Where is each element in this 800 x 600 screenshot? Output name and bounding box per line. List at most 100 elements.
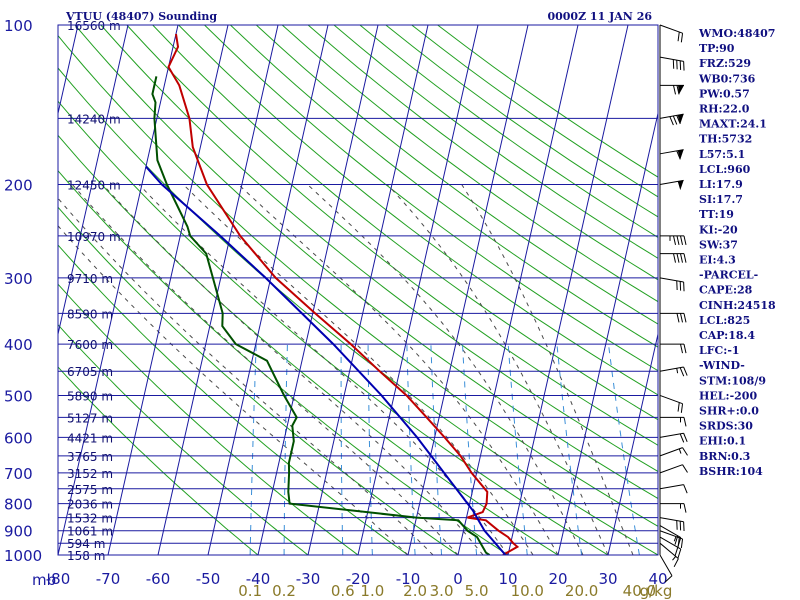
index-entry: KI:-20 (699, 223, 738, 236)
wind-barb-staff (659, 113, 684, 119)
wind-barb (660, 416, 687, 427)
wind-barb-flag (683, 417, 687, 427)
altitude-label: 5127 m (67, 411, 113, 425)
isotherm (157, 25, 279, 555)
wind-barb (659, 536, 682, 558)
wind-barb-staff (659, 525, 682, 539)
wind-barb-flag (664, 575, 673, 583)
wind-barb-flag (677, 537, 682, 547)
temperature-tick-label: -30 (296, 570, 321, 588)
chart-date: 0000Z 11 JAN 26 (547, 10, 652, 23)
wind-barb (659, 517, 685, 531)
wind-barb-staff (659, 366, 684, 372)
index-entry: WB0:736 (698, 72, 756, 85)
mixing-ratio-unit: g/kg (640, 582, 673, 600)
series-dewpoint (151, 76, 491, 555)
wind-barb-staff (659, 536, 682, 550)
wind-barb-flag (683, 366, 688, 376)
wind-barb-flag (673, 253, 676, 263)
wind-barb-pennant (677, 180, 684, 191)
index-entry: BRN:0.3 (699, 450, 750, 463)
wind-barb (659, 24, 684, 43)
mixing-ratio-label: 20.0 (565, 582, 598, 600)
chart-title: VTUU (48407) Sounding (65, 10, 217, 23)
temperature-tick-label: 40 (648, 570, 667, 588)
wind-barb-staff (659, 517, 684, 523)
temperature-tick-label: 10 (498, 570, 517, 588)
wind-barb-flag (680, 235, 683, 246)
isotherm (407, 25, 529, 555)
isotherm (457, 25, 579, 555)
index-entry: LCL:960 (699, 163, 751, 176)
temperature-tick-label: 0 (453, 570, 463, 588)
altitude-label: 4421 m (67, 431, 113, 445)
mixing-ratio-label: 3.0 (430, 582, 454, 600)
wind-barb (659, 113, 684, 126)
index-entry: HEL:-200 (699, 389, 757, 402)
index-entry: PW:0.57 (699, 87, 750, 100)
wind-barb-staff (659, 394, 683, 405)
isotherm (507, 25, 629, 555)
mixing-ratio-label: 0.6 (331, 582, 355, 600)
wind-barb-flag (680, 403, 684, 413)
wind-barb-staff (659, 432, 684, 438)
wind-barb-pennant (677, 114, 684, 124)
wind-barb-flag (679, 433, 685, 443)
wind-barb-flag (676, 313, 680, 323)
wind-barb-half-flag (673, 536, 677, 542)
index-entry: TT:19 (699, 208, 734, 221)
wind-barb (659, 366, 688, 377)
altitude-label: 158 m (67, 549, 105, 563)
wind-barb-flag (676, 235, 680, 246)
indices-panel: WMO:48407 TP:90 FRZ:529 WB0:736 PW:0.57 RH:22… (698, 27, 776, 478)
wind-barb (660, 235, 687, 246)
wind-barb-staff (659, 484, 684, 490)
wind-barb-flag (679, 367, 685, 377)
pressure-tick-label: 200 (4, 177, 33, 195)
series-parcel (145, 165, 507, 555)
wind-barb (659, 432, 688, 443)
index-entry: LFC:-1 (699, 344, 740, 357)
wind-barb-flag (683, 235, 687, 246)
isotherm (58, 25, 179, 555)
altitude-label: 14240 m (67, 112, 121, 126)
isotherm (357, 25, 479, 555)
wind-barb-flag (673, 235, 676, 246)
index-entry: SW:37 (699, 238, 738, 251)
index-entry: LCL:825 (699, 314, 750, 327)
wind-barb-flag (683, 433, 688, 442)
index-entry: BSHR:104 (699, 465, 763, 478)
plot-frame (57, 24, 659, 556)
wind-barb-column (659, 24, 688, 583)
pressure-tick-label: 500 (4, 387, 33, 405)
wind-barb (659, 149, 684, 160)
wind-barb-pennant (678, 85, 684, 95)
temperature-tick-label: -10 (396, 570, 421, 588)
temperature-tick-label: -80 (46, 570, 71, 588)
altitude-label: 10970 m (67, 230, 121, 244)
index-entry: CINH:24518 (699, 299, 776, 312)
mixing-ratio-label: 1.0 (360, 582, 384, 600)
isotherms (58, 25, 658, 555)
wind-barb-flag (683, 503, 687, 513)
temperature-tick-label: -50 (196, 570, 221, 588)
wind-barb-flag (683, 484, 688, 494)
index-entry: MAXT:24.1 (699, 118, 767, 131)
wind-barb-flag (680, 33, 684, 43)
altitude-label: 2036 m (67, 498, 113, 512)
wind-barb-staff (659, 56, 684, 62)
pressure-tick-label: 100 (4, 17, 33, 35)
isotherm (307, 25, 429, 555)
index-entry: CAPE:28 (699, 284, 753, 297)
index-entry: L57:5.1 (699, 148, 745, 161)
wind-barb-half-flag (676, 368, 679, 374)
wind-barb-staff (659, 24, 683, 34)
temperature-tick-label: -70 (96, 570, 121, 588)
moist-adiabat (72, 184, 459, 555)
wind-barb-flag (683, 313, 687, 323)
wind-barb-flag (676, 115, 681, 125)
wind-barb-staff (659, 277, 684, 283)
wind-barb-flag (676, 150, 681, 160)
sounding-traces (145, 33, 520, 555)
